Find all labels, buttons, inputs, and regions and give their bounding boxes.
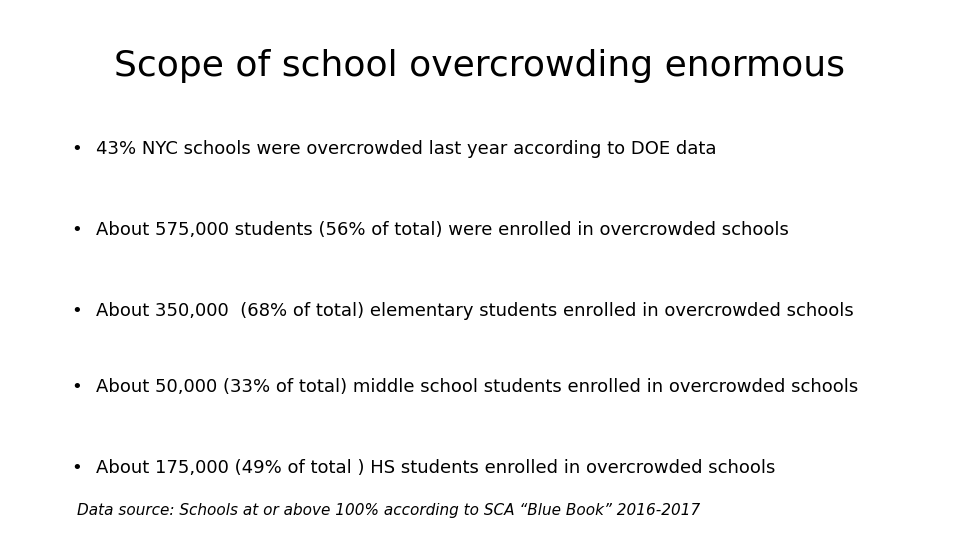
Text: •: • [71, 302, 83, 320]
Text: 43% NYC schools were overcrowded last year according to DOE data: 43% NYC schools were overcrowded last ye… [96, 140, 716, 158]
Text: About 50,000 (33% of total) middle school students enrolled in overcrowded schoo: About 50,000 (33% of total) middle schoo… [96, 378, 858, 396]
Text: •: • [71, 140, 83, 158]
Text: •: • [71, 378, 83, 396]
Text: Data source: Schools at or above 100% according to SCA “Blue Book” 2016-2017: Data source: Schools at or above 100% ac… [77, 503, 700, 518]
Text: About 350,000  (68% of total) elementary students enrolled in overcrowded school: About 350,000 (68% of total) elementary … [96, 302, 853, 320]
Text: Scope of school overcrowding enormous: Scope of school overcrowding enormous [114, 49, 846, 83]
Text: •: • [71, 221, 83, 239]
Text: •: • [71, 459, 83, 477]
Text: About 575,000 students (56% of total) were enrolled in overcrowded schools: About 575,000 students (56% of total) we… [96, 221, 789, 239]
Text: About 175,000 (49% of total ) HS students enrolled in overcrowded schools: About 175,000 (49% of total ) HS student… [96, 459, 776, 477]
